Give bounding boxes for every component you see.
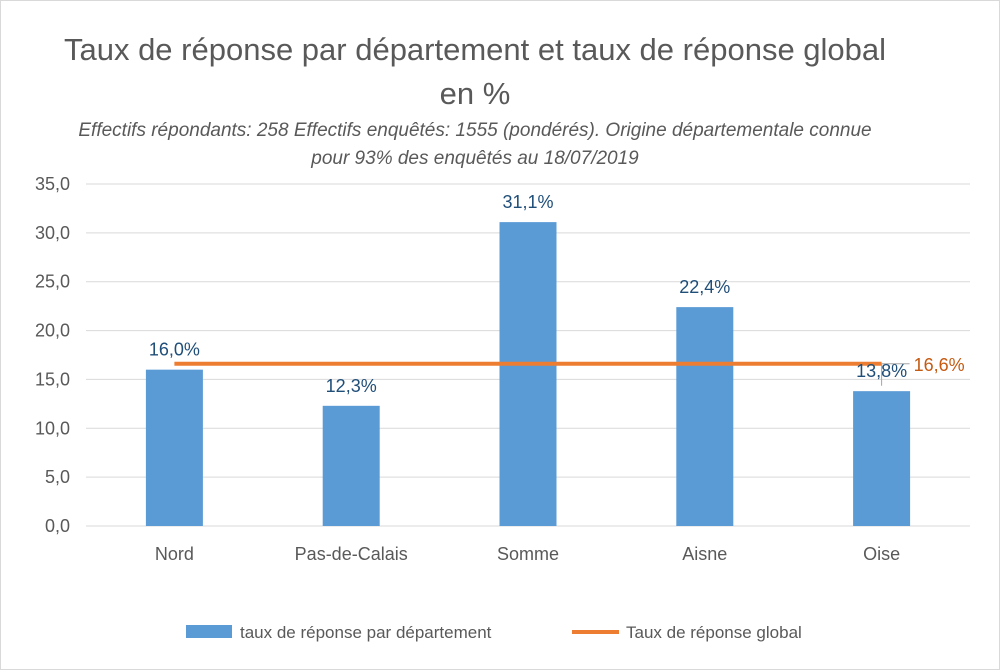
x-tick-label: Aisne (682, 544, 727, 564)
chart-subtitle: Effectifs répondants: 258 Effectifs enqu… (78, 120, 872, 169)
y-tick-label: 25,0 (35, 272, 70, 292)
bar (499, 222, 557, 526)
y-tick-label: 10,0 (35, 418, 70, 438)
y-tick-label: 5,0 (45, 467, 70, 487)
y-axis: 0,0 5,0 10,0 15,0 20,0 25,0 30,0 35,0 (35, 174, 70, 536)
x-tick-label: Oise (863, 544, 900, 564)
bar-data-label: 13,8% (856, 361, 907, 381)
y-tick-label: 15,0 (35, 369, 70, 389)
y-tick-label: 35,0 (35, 174, 70, 194)
bar (676, 307, 734, 526)
global-rate-label: 16,6% (914, 355, 965, 375)
global-label-leader (881, 363, 910, 386)
bar (322, 405, 380, 526)
global-line (174, 361, 910, 386)
bar-data-label: 16,0% (149, 340, 200, 360)
y-tick-label: 30,0 (35, 223, 70, 243)
bar-data-label: 22,4% (679, 277, 730, 297)
bar (145, 369, 203, 526)
bar (853, 391, 911, 526)
y-tick-label: 0,0 (45, 516, 70, 536)
x-tick-label: Pas-de-Calais (295, 544, 408, 564)
legend-swatch-bar (186, 625, 232, 638)
bar-data-label: 31,1% (502, 192, 553, 212)
legend: taux de réponse par département Taux de … (186, 623, 802, 642)
data-labels: 16,0% 12,3% 31,1% 22,4% 13,8% 16,6% (149, 192, 965, 396)
y-tick-label: 20,0 (35, 321, 70, 341)
legend-label-bar: taux de réponse par département (240, 623, 492, 642)
legend-label-line: Taux de réponse global (626, 623, 802, 642)
x-tick-label: Somme (497, 544, 559, 564)
x-axis: Nord Pas-de-Calais Somme Aisne Oise (155, 544, 900, 564)
chart-title: Taux de réponse par département et taux … (63, 32, 887, 111)
x-tick-label: Nord (155, 544, 194, 564)
bars (145, 222, 911, 526)
bar-data-label: 12,3% (326, 376, 377, 396)
